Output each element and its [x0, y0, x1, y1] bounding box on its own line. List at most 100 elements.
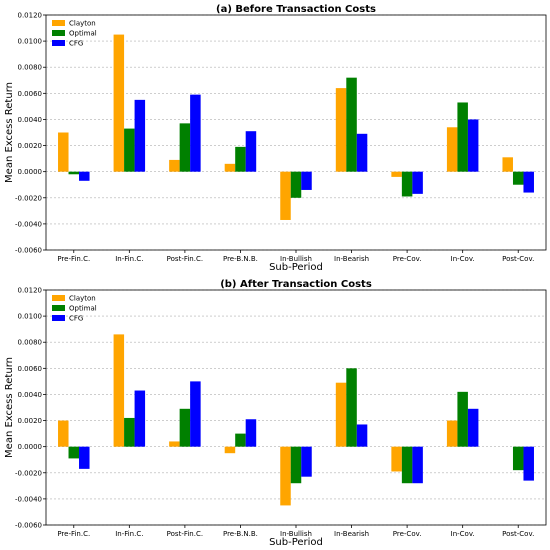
chart-title: (a) Before Transaction Costs [216, 4, 376, 15]
legend-swatch-optimal [52, 30, 65, 36]
legend: Clayton Optimal CFG [52, 20, 97, 48]
x-tick-label: In-Cov. [451, 530, 475, 538]
y-tick-label: 0.0020 [18, 417, 43, 425]
bar-clayton-in-fin-c [113, 34, 125, 172]
bar-clayton-pre-b-n-b [224, 163, 236, 172]
y-tick-label: 0.0060 [18, 90, 43, 98]
legend-label-clayton: Clayton [69, 295, 96, 303]
bar-cfg-in-fin-c [134, 390, 146, 447]
bar-cfg-post-fin-c [190, 94, 201, 172]
bar-cfg-post-fin-c [190, 381, 201, 447]
y-tick-label: -0.0040 [15, 495, 42, 503]
x-tick-label: Pre-Fin.C. [57, 530, 90, 538]
legend-swatch-cfg [52, 315, 65, 321]
bar-optimal-in-bullish [290, 171, 302, 198]
bar-optimal-in-cov [457, 102, 468, 172]
bar-clayton-in-bullish [280, 446, 291, 506]
bar-cfg-pre-fin-c [79, 446, 90, 469]
bar-clayton-in-bullish [280, 171, 291, 220]
bar-optimal-pre-fin-c [68, 171, 80, 175]
x-tick-label: In-Bullish [280, 255, 312, 263]
bar-clayton-pre-cov [391, 446, 402, 472]
bar-optimal-in-bearish [346, 77, 357, 172]
legend-swatch-clayton [52, 20, 65, 26]
legend-label-optimal: Optimal [69, 305, 97, 313]
bar-optimal-in-fin-c [124, 417, 135, 447]
y-tick-label: -0.0060 [15, 522, 42, 530]
y-tick-label: 0.0120 [18, 287, 43, 295]
bar-optimal-post-fin-c [179, 123, 191, 172]
x-axis-label: Sub-Period [269, 262, 323, 273]
x-axis-label: Sub-Period [269, 537, 323, 548]
x-tick-label: Pre-Cov. [393, 530, 422, 538]
legend-label-clayton: Clayton [69, 20, 96, 28]
bar-cfg-in-bearish [356, 424, 368, 447]
bar-clayton-pre-b-n-b [224, 446, 236, 454]
bar-cfg-in-bearish [356, 133, 368, 172]
x-tick-label: Pre-Cov. [393, 255, 422, 263]
bar-optimal-pre-fin-c [68, 446, 80, 459]
y-tick-label: -0.0060 [15, 247, 42, 255]
y-tick-label: 0.0060 [18, 365, 43, 373]
y-tick-label: 0.0000 [18, 168, 43, 176]
legend-swatch-clayton [52, 295, 65, 301]
chart-svg-before: (a) Before Transaction Costs -0.0060 -0.00… [4, 4, 547, 273]
x-tick-label: In-Fin.C. [115, 530, 143, 538]
bar-optimal-in-bearish [346, 368, 357, 447]
y-tick-label: 0.0020 [18, 142, 43, 150]
y-tick-label: -0.0020 [15, 469, 42, 477]
legend-swatch-cfg [52, 40, 65, 46]
x-tick-label: Post-Cov. [502, 530, 534, 538]
bar-optimal-post-cov [512, 171, 524, 185]
chart-before-transaction-costs: (a) Before Transaction Costs -0.0060 -0.00… [4, 4, 547, 273]
bar-cfg-in-bullish [301, 446, 312, 477]
bar-optimal-pre-cov [401, 446, 413, 484]
bar-clayton-in-cov [446, 127, 458, 172]
bar-cfg-post-cov [523, 446, 534, 481]
plot-frame [45, 289, 547, 526]
bar-optimal-in-cov [457, 391, 468, 447]
bar-cfg-pre-cov [412, 171, 423, 194]
chart-title: (b) After Transaction Costs [220, 279, 372, 290]
x-tick-label: Post-Fin.C. [167, 530, 203, 538]
y-tick-label: 0.0000 [18, 443, 43, 451]
x-tick-label: In-Fin.C. [115, 255, 143, 263]
bar-cfg-in-cov [467, 408, 479, 447]
plot-frame [45, 14, 547, 251]
bar-clayton-in-cov [446, 420, 458, 447]
x-tick-label: Pre-B.N.B. [223, 255, 258, 263]
x-tick-label: Pre-B.N.B. [223, 530, 258, 538]
bar-clayton-in-bearish [335, 382, 347, 447]
x-tick-label: In-Bearish [334, 530, 369, 538]
bar-optimal-pre-b-n-b [235, 433, 246, 447]
x-tick-label: In-Cov. [451, 255, 475, 263]
bar-optimal-in-fin-c [124, 128, 135, 172]
bar-clayton-pre-cov [391, 171, 402, 177]
bar-cfg-pre-fin-c [79, 171, 90, 181]
bar-optimal-in-bullish [290, 446, 302, 484]
bar-cfg-pre-cov [412, 446, 423, 484]
bar-cfg-pre-b-n-b [245, 419, 257, 447]
bar-optimal-pre-cov [401, 171, 413, 197]
bar-optimal-post-fin-c [179, 408, 191, 447]
bar-cfg-in-fin-c [134, 99, 146, 172]
bar-clayton-in-bearish [335, 88, 347, 172]
bar-cfg-in-bullish [301, 171, 312, 190]
x-tick-label: Post-Fin.C. [167, 255, 203, 263]
y-tick-label: -0.0020 [15, 194, 42, 202]
bar-clayton-post-cov [502, 157, 513, 172]
x-tick-label: In-Bearish [334, 255, 369, 263]
bar-optimal-post-cov [512, 446, 524, 471]
bar-clayton-in-fin-c [113, 334, 125, 447]
y-tick-label: 0.0040 [18, 116, 43, 124]
legend-label-cfg: CFG [69, 315, 83, 323]
bar-optimal-pre-b-n-b [235, 146, 246, 172]
y-tick-label: 0.0080 [18, 339, 43, 347]
legend-label-cfg: CFG [69, 40, 83, 48]
legend: Clayton Optimal CFG [52, 295, 97, 323]
x-tick-label: In-Bullish [280, 530, 312, 538]
chart-svg-after: (b) After Transaction Costs -0.0060 -0.004… [4, 279, 547, 548]
y-axis-label: Mean Excess Return [4, 82, 15, 183]
x-tick-label: Post-Cov. [502, 255, 534, 263]
y-tick-label: 0.0040 [18, 391, 43, 399]
